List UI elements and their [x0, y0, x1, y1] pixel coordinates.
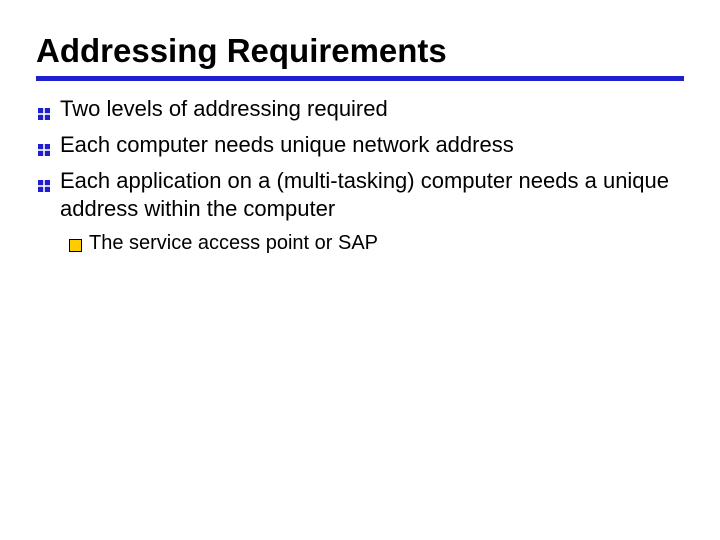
sub-bullet-list: The service access point or SAP [68, 230, 684, 260]
list-item: Two levels of addressing required [36, 95, 684, 129]
list-item: The service access point or SAP [68, 230, 684, 260]
list-item: Each application on a (multi-tasking) co… [36, 167, 684, 223]
subbullet-text: The service access point or SAP [89, 230, 684, 256]
bullet-marker-icon [36, 137, 52, 165]
list-item: Each computer needs unique network addre… [36, 131, 684, 165]
bullet-text: Each computer needs unique network addre… [60, 131, 684, 159]
bullet-marker-icon [36, 101, 52, 129]
subbullet-marker-icon [68, 234, 83, 260]
bullet-list: Two levels of addressing required Each c… [36, 95, 684, 224]
bullet-text: Two levels of addressing required [60, 95, 684, 123]
page-title: Addressing Requirements [36, 32, 684, 81]
bullet-text: Each application on a (multi-tasking) co… [60, 167, 684, 223]
bullet-marker-icon [36, 173, 52, 201]
